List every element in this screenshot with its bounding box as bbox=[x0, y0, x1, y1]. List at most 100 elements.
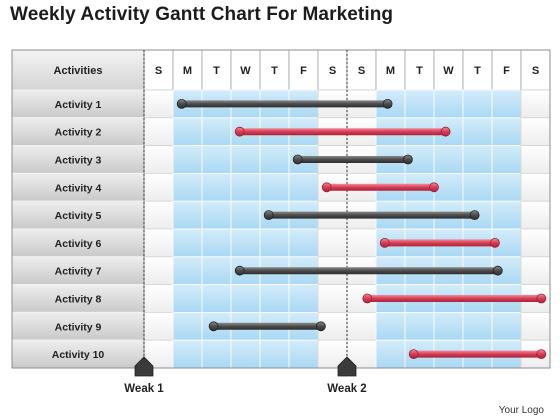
grid-cell bbox=[491, 89, 522, 119]
task-bar bbox=[181, 100, 388, 108]
grid-cell bbox=[404, 311, 435, 341]
grid-cell bbox=[346, 311, 377, 341]
chart-title: Weekly Activity Gantt Chart For Marketin… bbox=[10, 4, 394, 25]
logo-text: Your Logo bbox=[498, 405, 544, 416]
day-header-cell bbox=[288, 49, 319, 91]
activity-label: Activity 9 bbox=[55, 321, 102, 333]
milestone-marker bbox=[134, 356, 154, 377]
task-end-dot bbox=[315, 321, 326, 332]
table-border bbox=[11, 49, 551, 369]
task-start-dot bbox=[362, 293, 373, 304]
task-start-dot bbox=[292, 154, 303, 165]
grid-cell bbox=[520, 228, 551, 258]
day-header: F bbox=[300, 65, 307, 77]
grid-cell bbox=[259, 284, 290, 313]
grid-cell bbox=[288, 172, 319, 202]
grid-cell bbox=[201, 117, 232, 147]
task-end-dot bbox=[429, 182, 439, 193]
task-bar bbox=[326, 183, 434, 191]
grid-cell bbox=[143, 228, 174, 258]
day-header: M bbox=[183, 65, 192, 77]
task-start-dot bbox=[234, 126, 245, 137]
task-end-dot bbox=[489, 237, 500, 248]
grid-cell bbox=[491, 311, 522, 341]
task-bar bbox=[239, 267, 498, 275]
day-header-cell bbox=[520, 49, 551, 91]
day-header: T bbox=[474, 65, 481, 77]
task-end-dot bbox=[492, 265, 503, 276]
grid-cell bbox=[520, 256, 551, 285]
grid-cell bbox=[520, 172, 551, 202]
grid-cell bbox=[172, 284, 203, 313]
grid-cell bbox=[230, 284, 261, 313]
activity-label: Activity 10 bbox=[52, 349, 105, 361]
grid-cell bbox=[259, 172, 290, 202]
activity-label: Activity 7 bbox=[55, 266, 102, 278]
grid-cell bbox=[230, 200, 261, 230]
grid-cell bbox=[462, 89, 493, 119]
grid-cell bbox=[462, 172, 493, 202]
day-header-cell bbox=[433, 49, 464, 91]
header-label: Activities bbox=[54, 65, 103, 77]
grid-cell bbox=[172, 172, 203, 202]
grid-cell bbox=[520, 200, 551, 230]
activity-label: Activity 1 bbox=[55, 99, 102, 111]
day-header-cell bbox=[404, 49, 435, 91]
grid-cell bbox=[172, 117, 203, 147]
grid-cell bbox=[491, 200, 522, 230]
task-bar bbox=[239, 128, 446, 136]
grid-cell bbox=[143, 284, 174, 313]
day-header-cell bbox=[346, 49, 377, 91]
grid-cell bbox=[375, 311, 406, 341]
day-header: W bbox=[443, 65, 454, 77]
milestone-label: Weak 1 bbox=[124, 383, 164, 395]
task-start-dot bbox=[408, 349, 419, 360]
grid-cell bbox=[520, 311, 551, 341]
day-header: M bbox=[386, 65, 395, 77]
task-end-dot bbox=[536, 349, 547, 360]
grid-cell bbox=[259, 339, 290, 369]
day-header: F bbox=[503, 65, 510, 77]
grid-cell bbox=[520, 117, 551, 147]
task-end-dot bbox=[536, 293, 547, 304]
task-bar bbox=[268, 211, 475, 219]
task-end-dot bbox=[382, 99, 393, 109]
task-start-dot bbox=[263, 210, 274, 221]
grid-cell bbox=[433, 89, 464, 119]
grid-cell bbox=[259, 145, 290, 174]
grid-cell bbox=[288, 284, 319, 313]
task-start-dot bbox=[234, 265, 245, 276]
grid-cell bbox=[201, 339, 232, 369]
task-end-dot bbox=[469, 210, 480, 221]
grid-cell bbox=[143, 172, 174, 202]
grid-cell bbox=[317, 284, 348, 313]
task-bar bbox=[384, 239, 495, 247]
milestone-label: Weak 2 bbox=[327, 383, 366, 395]
grid-cell bbox=[201, 172, 232, 202]
day-header: S bbox=[532, 65, 539, 77]
day-header: T bbox=[213, 65, 220, 77]
activity-label: Activity 8 bbox=[55, 294, 102, 306]
grid-cell bbox=[230, 172, 261, 202]
grid-cell bbox=[520, 89, 551, 119]
task-start-dot bbox=[208, 321, 219, 332]
grid-cell bbox=[491, 145, 522, 174]
grid-cell bbox=[230, 145, 261, 174]
task-end-dot bbox=[440, 126, 451, 137]
task-bar bbox=[367, 295, 542, 302]
grid-cell bbox=[201, 145, 232, 174]
grid-cell bbox=[375, 339, 406, 369]
milestone-marker bbox=[337, 356, 357, 377]
task-start-dot bbox=[379, 237, 390, 248]
grid-cell bbox=[143, 311, 174, 341]
grid-cell bbox=[143, 117, 174, 147]
activity-label: Activity 2 bbox=[55, 127, 102, 139]
task-bar bbox=[213, 322, 321, 330]
activity-label: Activity 6 bbox=[55, 238, 102, 250]
task-start-dot bbox=[176, 99, 187, 109]
grid-cell bbox=[230, 339, 261, 369]
grid-cell bbox=[491, 117, 522, 147]
day-header: W bbox=[240, 65, 251, 77]
grid-cell bbox=[143, 145, 174, 174]
